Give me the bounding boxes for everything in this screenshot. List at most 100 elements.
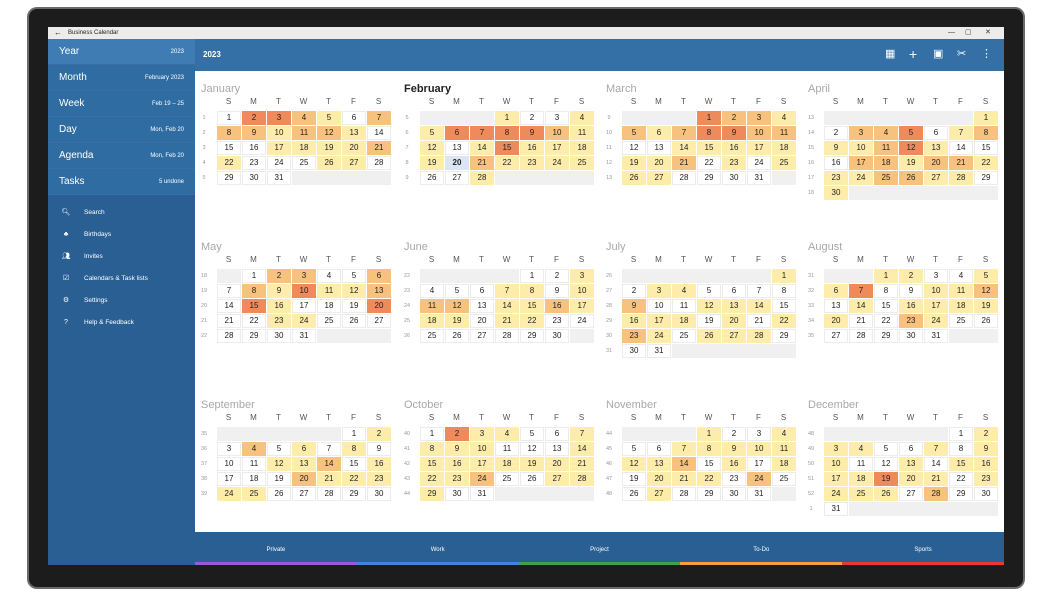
day-cell[interactable]: 13: [470, 299, 494, 313]
day-cell[interactable]: 2: [899, 269, 923, 283]
day-cell[interactable]: 23: [824, 171, 848, 185]
day-cell[interactable]: 24: [545, 156, 569, 170]
day-cell[interactable]: 19: [899, 156, 923, 170]
day-cell[interactable]: 21: [367, 141, 391, 155]
day-cell[interactable]: 19: [445, 314, 469, 328]
day-cell[interactable]: 7: [470, 126, 494, 140]
day-cell[interactable]: 4: [495, 427, 519, 441]
day-cell[interactable]: 12: [622, 141, 646, 155]
day-cell[interactable]: 18: [570, 141, 594, 155]
day-cell[interactable]: 31: [267, 171, 291, 185]
day-cell[interactable]: 4: [874, 126, 898, 140]
day-cell[interactable]: 19: [697, 314, 721, 328]
more-icon[interactable]: ⋮: [981, 48, 992, 60]
day-cell[interactable]: 28: [849, 329, 873, 343]
day-cell[interactable]: 9: [974, 442, 998, 456]
day-cell[interactable]: 5: [520, 427, 544, 441]
day-cell[interactable]: 23: [974, 472, 998, 486]
day-cell[interactable]: 1: [974, 111, 998, 125]
day-cell[interactable]: 10: [849, 141, 873, 155]
day-cell[interactable]: 12: [520, 442, 544, 456]
day-cell[interactable]: 14: [949, 141, 973, 155]
day-cell[interactable]: 13: [545, 442, 569, 456]
view-week[interactable]: Week Feb 19 – 25: [48, 91, 195, 117]
day-cell[interactable]: 23: [622, 329, 646, 343]
day-cell[interactable]: 10: [217, 457, 241, 471]
day-cell[interactable]: 15: [949, 457, 973, 471]
day-cell[interactable]: 8: [874, 284, 898, 298]
day-cell[interactable]: 2: [242, 111, 266, 125]
day-cell[interactable]: 22: [874, 314, 898, 328]
day-cell[interactable]: 25: [772, 472, 796, 486]
day-cell[interactable]: 8: [420, 442, 444, 456]
day-cell[interactable]: 28: [747, 329, 771, 343]
day-cell[interactable]: 10: [570, 284, 594, 298]
day-cell[interactable]: 28: [470, 171, 494, 185]
day-cell[interactable]: 4: [292, 111, 316, 125]
day-cell[interactable]: 18: [242, 472, 266, 486]
tools-icon[interactable]: ✂: [957, 48, 967, 60]
day-cell[interactable]: 24: [570, 314, 594, 328]
day-cell[interactable]: 26: [874, 487, 898, 501]
day-cell[interactable]: 21: [217, 314, 241, 328]
day-cell[interactable]: 11: [495, 442, 519, 456]
day-cell[interactable]: 1: [772, 269, 796, 283]
day-cell[interactable]: 7: [570, 427, 594, 441]
day-cell[interactable]: 5: [622, 126, 646, 140]
day-cell[interactable]: 14: [570, 442, 594, 456]
day-cell[interactable]: 30: [622, 344, 646, 358]
day-cell[interactable]: 8: [217, 126, 241, 140]
day-cell[interactable]: 29: [242, 329, 266, 343]
day-cell[interactable]: 15: [420, 457, 444, 471]
back-icon[interactable]: ←: [54, 28, 62, 37]
day-cell[interactable]: 29: [420, 487, 444, 501]
day-cell[interactable]: 4: [772, 427, 796, 441]
day-cell[interactable]: 27: [545, 472, 569, 486]
day-cell[interactable]: 11: [672, 299, 696, 313]
day-cell[interactable]: 17: [217, 472, 241, 486]
day-cell[interactable]: 16: [242, 141, 266, 155]
day-cell[interactable]: 18: [317, 299, 341, 313]
view-day[interactable]: Day Mon, Feb 20: [48, 117, 195, 143]
day-cell[interactable]: 21: [470, 156, 494, 170]
day-cell[interactable]: 12: [622, 457, 646, 471]
day-cell[interactable]: 23: [242, 156, 266, 170]
day-cell[interactable]: 3: [570, 269, 594, 283]
day-cell[interactable]: 3: [217, 442, 241, 456]
view-year[interactable]: Year 2023: [48, 39, 195, 65]
day-cell[interactable]: 16: [722, 141, 746, 155]
tag-sports[interactable]: Sports: [842, 532, 1004, 565]
day-cell[interactable]: 14: [672, 141, 696, 155]
day-cell[interactable]: 7: [672, 442, 696, 456]
day-cell[interactable]: 18: [849, 472, 873, 486]
day-cell[interactable]: 27: [924, 171, 948, 185]
day-cell[interactable]: 13: [292, 457, 316, 471]
grid-view-icon[interactable]: ▦: [885, 48, 896, 60]
menu-item-help-feedback[interactable]: ? Help & Feedback: [48, 311, 195, 333]
day-cell[interactable]: 4: [849, 442, 873, 456]
day-cell[interactable]: 6: [470, 284, 494, 298]
day-cell[interactable]: 25: [672, 329, 696, 343]
day-cell[interactable]: 22: [772, 314, 796, 328]
day-cell[interactable]: 17: [824, 472, 848, 486]
day-cell[interactable]: 9: [520, 126, 544, 140]
day-cell[interactable]: 14: [367, 126, 391, 140]
day-cell[interactable]: 3: [747, 427, 771, 441]
day-cell[interactable]: 12: [874, 457, 898, 471]
day-cell[interactable]: 6: [722, 284, 746, 298]
day-cell[interactable]: 4: [317, 269, 341, 283]
day-cell[interactable]: 21: [949, 156, 973, 170]
day-cell[interactable]: 10: [470, 442, 494, 456]
day-cell[interactable]: 2: [722, 111, 746, 125]
day-cell[interactable]: 9: [267, 284, 291, 298]
day-cell[interactable]: 20: [899, 472, 923, 486]
day-cell[interactable]: 31: [824, 502, 848, 516]
day-cell[interactable]: 29: [520, 329, 544, 343]
day-cell[interactable]: 9: [824, 141, 848, 155]
day-cell[interactable]: 29: [697, 171, 721, 185]
day-cell[interactable]: 3: [924, 269, 948, 283]
day-cell[interactable]: 25: [420, 329, 444, 343]
day-cell[interactable]: 27: [647, 171, 671, 185]
day-cell[interactable]: 22: [949, 472, 973, 486]
day-cell[interactable]: 12: [899, 141, 923, 155]
